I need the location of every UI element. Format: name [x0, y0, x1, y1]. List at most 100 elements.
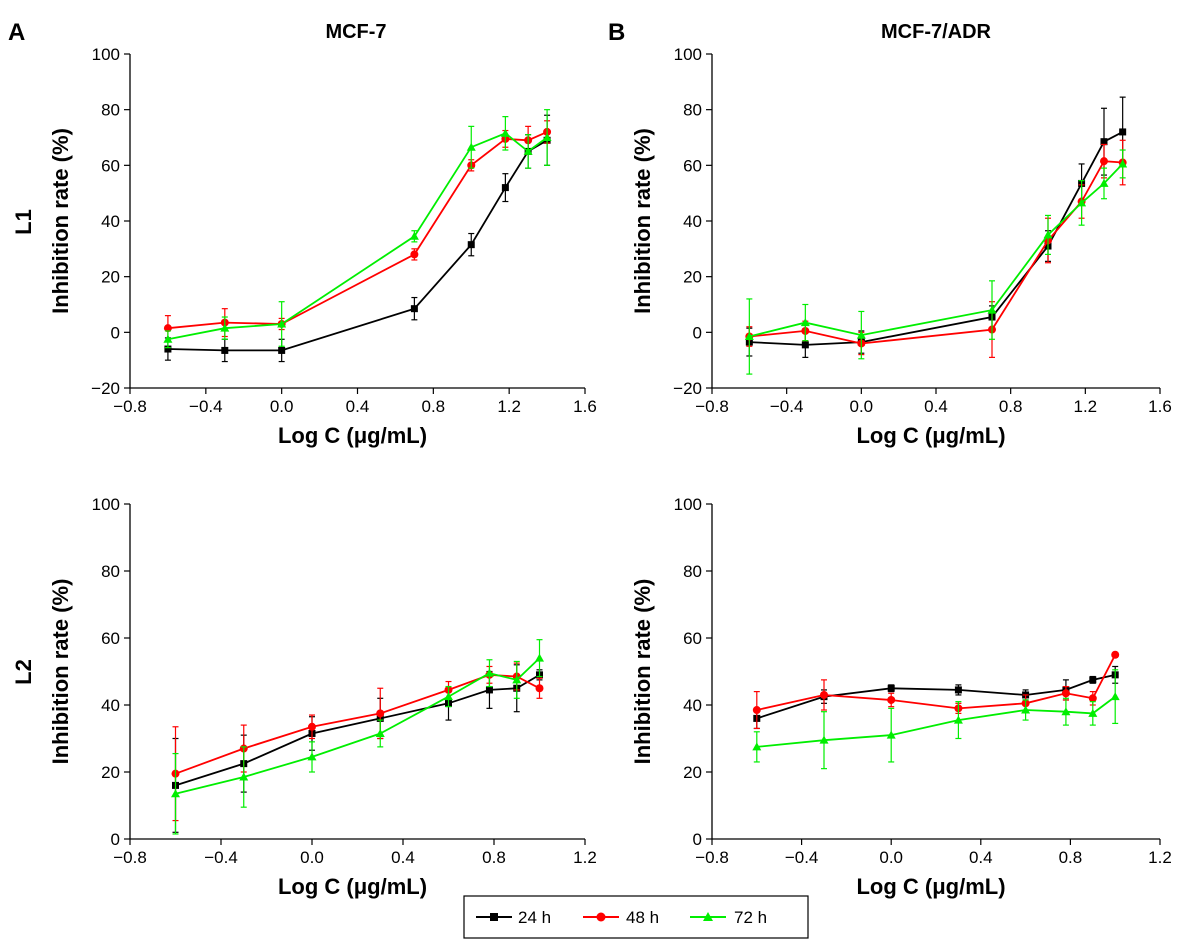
data-point [1043, 230, 1053, 239]
series-line [749, 131, 1124, 346]
data-point [1089, 676, 1097, 684]
x-tick-label: 1.2 [1074, 397, 1098, 416]
y-tick-label: 80 [101, 562, 120, 581]
data-point [466, 142, 476, 151]
legend-item-24h: 24 h [476, 908, 551, 927]
data-point [1021, 705, 1031, 714]
row-label-l1: L1 [11, 209, 36, 235]
y-axis-label: Inhibition rate (%) [630, 579, 655, 765]
y-tick-label: 100 [92, 495, 120, 514]
data-point [1077, 198, 1087, 207]
series-48h [163, 120, 552, 342]
y-tick-label: 80 [683, 562, 702, 581]
data-point [220, 323, 230, 332]
x-tick-label: −0.4 [189, 397, 223, 416]
data-point [512, 675, 522, 684]
data-point [163, 334, 173, 343]
data-point [801, 341, 809, 349]
chart-mcf7-l2: 0 20 40 60 80 100 −0.8 −0.4 0.0 0.4 0.8 1.2 Log C (μ… [48, 495, 597, 899]
data-point [409, 231, 419, 240]
chart-mcf7-adr-l2: 0 20 40 60 80 100 −0.8 −0.4 0.0 0.4 0.8 1.2 Log C (μ… [630, 495, 1172, 899]
y-tick-label: 40 [101, 212, 120, 231]
series-72h [171, 639, 544, 835]
x-tick-label: 0.8 [482, 848, 506, 867]
x-axis-label: Log C (μg/mL) [278, 874, 427, 899]
data-point [375, 728, 385, 737]
x-tick-label: −0.8 [113, 397, 147, 416]
y-tick-label: 100 [674, 45, 702, 64]
y-tick-label: 60 [101, 156, 120, 175]
x-axis-label: Log C (μg/mL) [856, 423, 1005, 448]
series-line [175, 673, 540, 775]
legend-label-72h: 72 h [734, 908, 767, 927]
data-point [1118, 159, 1128, 168]
data-point [171, 789, 180, 798]
data-point [1100, 138, 1108, 146]
y-tick-label: 20 [101, 763, 120, 782]
y-tick-label: 80 [101, 101, 120, 120]
y-tick-label: 40 [683, 696, 702, 715]
series-line [175, 674, 540, 787]
data-point [1088, 694, 1097, 703]
data-point [800, 318, 810, 327]
column-title-mcf7: MCF-7 [325, 21, 386, 43]
data-point [307, 752, 317, 761]
data-point [221, 346, 229, 354]
x-tick-label: 0.8 [422, 397, 446, 416]
data-point [1110, 692, 1120, 701]
data-point [1119, 128, 1127, 136]
x-tick-label: 0.0 [879, 848, 903, 867]
data-point [444, 692, 453, 701]
series-72h [163, 109, 552, 349]
y-tick-label: 20 [683, 268, 702, 287]
series-24h [172, 664, 543, 833]
data-point [1111, 650, 1120, 659]
series-line [749, 160, 1123, 345]
y-axis-label: Inhibition rate (%) [630, 128, 655, 314]
data-point [239, 772, 249, 781]
legend: 24 h 48 h 72 h [463, 895, 809, 939]
series-24h [745, 96, 1127, 358]
y-tick-label: 40 [101, 696, 120, 715]
y-tick-label: −20 [673, 379, 702, 398]
y-tick-label: 20 [683, 763, 702, 782]
data-point [819, 735, 829, 744]
data-point [542, 133, 552, 141]
y-tick-label: 100 [674, 495, 702, 514]
data-point [744, 332, 754, 341]
data-point [1088, 708, 1098, 717]
data-point [887, 684, 895, 692]
x-tick-label: −0.4 [204, 848, 238, 867]
data-point [953, 715, 963, 724]
x-tick-label: 1.6 [573, 397, 597, 416]
data-point [501, 184, 509, 192]
data-point [1061, 689, 1070, 698]
y-axis-label: Inhibition rate (%) [48, 128, 73, 314]
x-tick-label: −0.8 [695, 848, 729, 867]
x-tick-label: 1.2 [497, 397, 521, 416]
x-tick-label: 0.0 [850, 397, 874, 416]
x-tick-label: 0.0 [300, 848, 324, 867]
legend-item-48h: 48 h [583, 908, 659, 927]
x-tick-label: −0.4 [785, 848, 819, 867]
x-tick-label: 0.4 [969, 848, 993, 867]
y-tick-label: −20 [91, 379, 120, 398]
x-tick-label: −0.8 [113, 848, 147, 867]
data-point [820, 690, 828, 699]
data-point [485, 686, 493, 694]
data-point [278, 346, 286, 354]
panel-letter-a: A [8, 19, 25, 46]
x-tick-label: 0.4 [391, 848, 415, 867]
data-point [535, 684, 544, 693]
series-line [756, 654, 1117, 711]
x-tick-label: −0.4 [770, 397, 804, 416]
x-tick-label: 1.6 [1148, 397, 1172, 416]
series-24h [753, 665, 1119, 730]
y-tick-label: 80 [683, 101, 702, 120]
y-tick-label: 0 [693, 323, 702, 342]
data-point [308, 722, 316, 731]
series-line [167, 132, 548, 341]
data-point [163, 324, 172, 333]
legend-marker-circle-icon [596, 912, 606, 922]
